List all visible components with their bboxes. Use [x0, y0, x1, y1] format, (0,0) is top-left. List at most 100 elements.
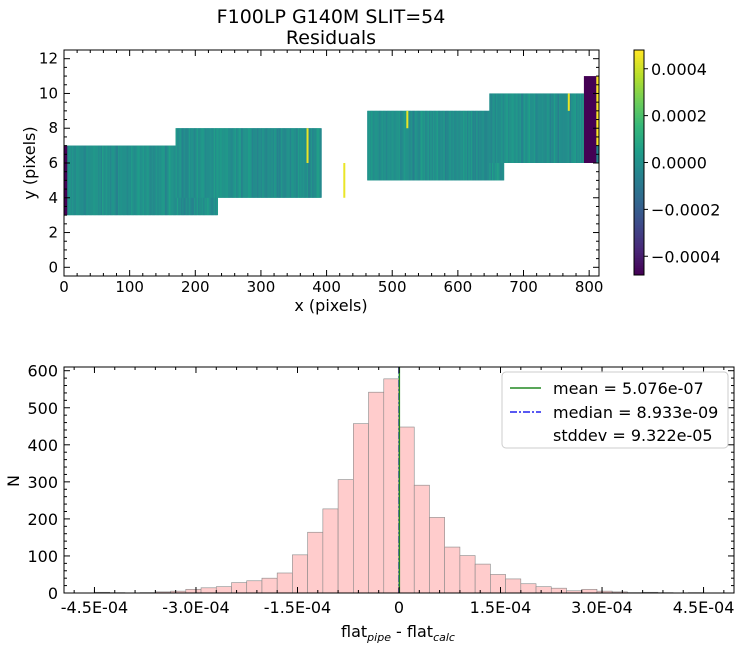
heatmap-column: [159, 145, 162, 216]
top-y-tick-label: 4: [48, 189, 58, 207]
legend-median-label: median = 8.933e-09: [553, 403, 718, 422]
heatmap-column: [220, 128, 222, 198]
heatmap-column: [148, 145, 150, 216]
heatmap-column: [299, 128, 301, 198]
heatmap-column: [245, 128, 247, 198]
heatmap-column: [463, 110, 465, 181]
heatmap-column: [271, 128, 274, 198]
colorbar-step: [634, 120, 644, 123]
top-y-tick-label: 12: [39, 50, 58, 68]
heatmap-column: [254, 128, 257, 198]
heatmap-column: [88, 145, 91, 216]
colorbar-step: [634, 177, 644, 181]
heatmap-column: [448, 110, 451, 181]
colorbar-step: [634, 97, 644, 101]
heatmap-column: [553, 93, 556, 163]
heatmap-column: [477, 110, 480, 181]
heatmap-column: [100, 145, 103, 216]
heatmap-column: [453, 110, 456, 181]
bottom-y-axis-label: N: [4, 475, 23, 487]
heatmap-column: [158, 145, 161, 216]
heatmap-column: [207, 128, 209, 198]
heatmap-column: [485, 110, 488, 181]
heatmap-column: [197, 128, 200, 198]
heatmap-column: [287, 128, 289, 198]
heatmap-column: [495, 93, 498, 163]
histogram-bar: [322, 508, 339, 594]
colorbar-step: [634, 257, 644, 261]
heatmap-column: [375, 110, 377, 181]
heatmap-column: [544, 93, 547, 163]
colorbar-step: [634, 147, 644, 151]
histogram-bar: [444, 546, 461, 594]
heatmap-column: [304, 128, 306, 198]
heatmap-column: [482, 110, 485, 181]
heatmap-column: [134, 145, 137, 216]
heatmap-column: [279, 128, 282, 198]
bottom-axis-ticks: -4.5E-04 -3.0E-04 -1.5E-04 0 1.5E-04 3.0E-04 4…: [27, 362, 734, 617]
heatmap-column: [460, 110, 463, 181]
heatmap-column: [300, 128, 303, 198]
histogram-bar: [368, 391, 385, 594]
heatmap-column: [163, 145, 166, 216]
heatmap-column: [572, 93, 574, 163]
heatmap-column: [293, 128, 296, 198]
heatmap-column: [301, 128, 304, 198]
heatmap-column: [217, 128, 220, 198]
heatmap-column: [222, 128, 225, 198]
heatmap-column: [309, 128, 312, 198]
heatmap-column: [136, 145, 138, 216]
colorbar-step: [634, 272, 644, 276]
heatmap-column: [384, 110, 387, 181]
heatmap-column: [310, 128, 313, 198]
colorbar-step: [634, 75, 644, 78]
histogram-bar: [292, 554, 308, 594]
heatmap-column: [488, 110, 490, 181]
colorbar-step: [634, 180, 644, 183]
heatmap-column: [200, 128, 203, 198]
heatmap-column: [106, 145, 108, 216]
heatmap-column: [73, 145, 75, 216]
colorbar-step: [634, 182, 644, 186]
heatmap-column: [380, 110, 383, 181]
histogram-bar: [353, 423, 369, 594]
colorbar-step: [634, 107, 644, 111]
heatmap-column: [436, 110, 439, 181]
heatmap-column: [119, 145, 121, 216]
heatmap-column: [224, 128, 226, 198]
colorbar-step: [634, 160, 644, 163]
heatmap-column: [66, 145, 69, 216]
heatmap-column: [127, 145, 129, 216]
colorbar-step: [634, 130, 644, 133]
bottom-x-tick-label: -3.0E-04: [162, 598, 229, 617]
heatmap-column: [285, 128, 288, 198]
heatmap-column: [313, 128, 316, 198]
colorbar-step: [634, 172, 644, 176]
heatmap-column: [410, 110, 413, 181]
heatmap-column: [190, 128, 192, 198]
heatmap-column: [91, 145, 94, 216]
heatmap-column: [518, 93, 520, 163]
heatmap-column: [250, 128, 253, 198]
heatmap-column: [528, 93, 531, 163]
heatmap-column: [243, 128, 246, 198]
heatmap-column: [438, 110, 440, 181]
heatmap-column: [246, 128, 249, 198]
top-x-tick-label: 700: [509, 278, 538, 296]
heatmap-column: [71, 145, 74, 216]
colorbar-step: [634, 267, 644, 271]
colorbar-step: [634, 222, 644, 226]
heatmap-column: [432, 110, 435, 181]
heatmap-column: [493, 93, 496, 163]
heatmap-column: [451, 110, 454, 181]
top-x-tick-label: 100: [115, 278, 144, 296]
heatmap-column: [492, 93, 494, 163]
colorbar-step: [634, 132, 644, 136]
heatmap-column: [195, 128, 198, 198]
top-y-axis-label: y (pixels): [20, 126, 39, 199]
heatmap-column: [232, 128, 234, 198]
heatmap-column: [539, 93, 541, 163]
heatmap-column: [79, 145, 82, 216]
heatmap-column: [109, 145, 112, 216]
heatmap-column: [179, 128, 182, 198]
